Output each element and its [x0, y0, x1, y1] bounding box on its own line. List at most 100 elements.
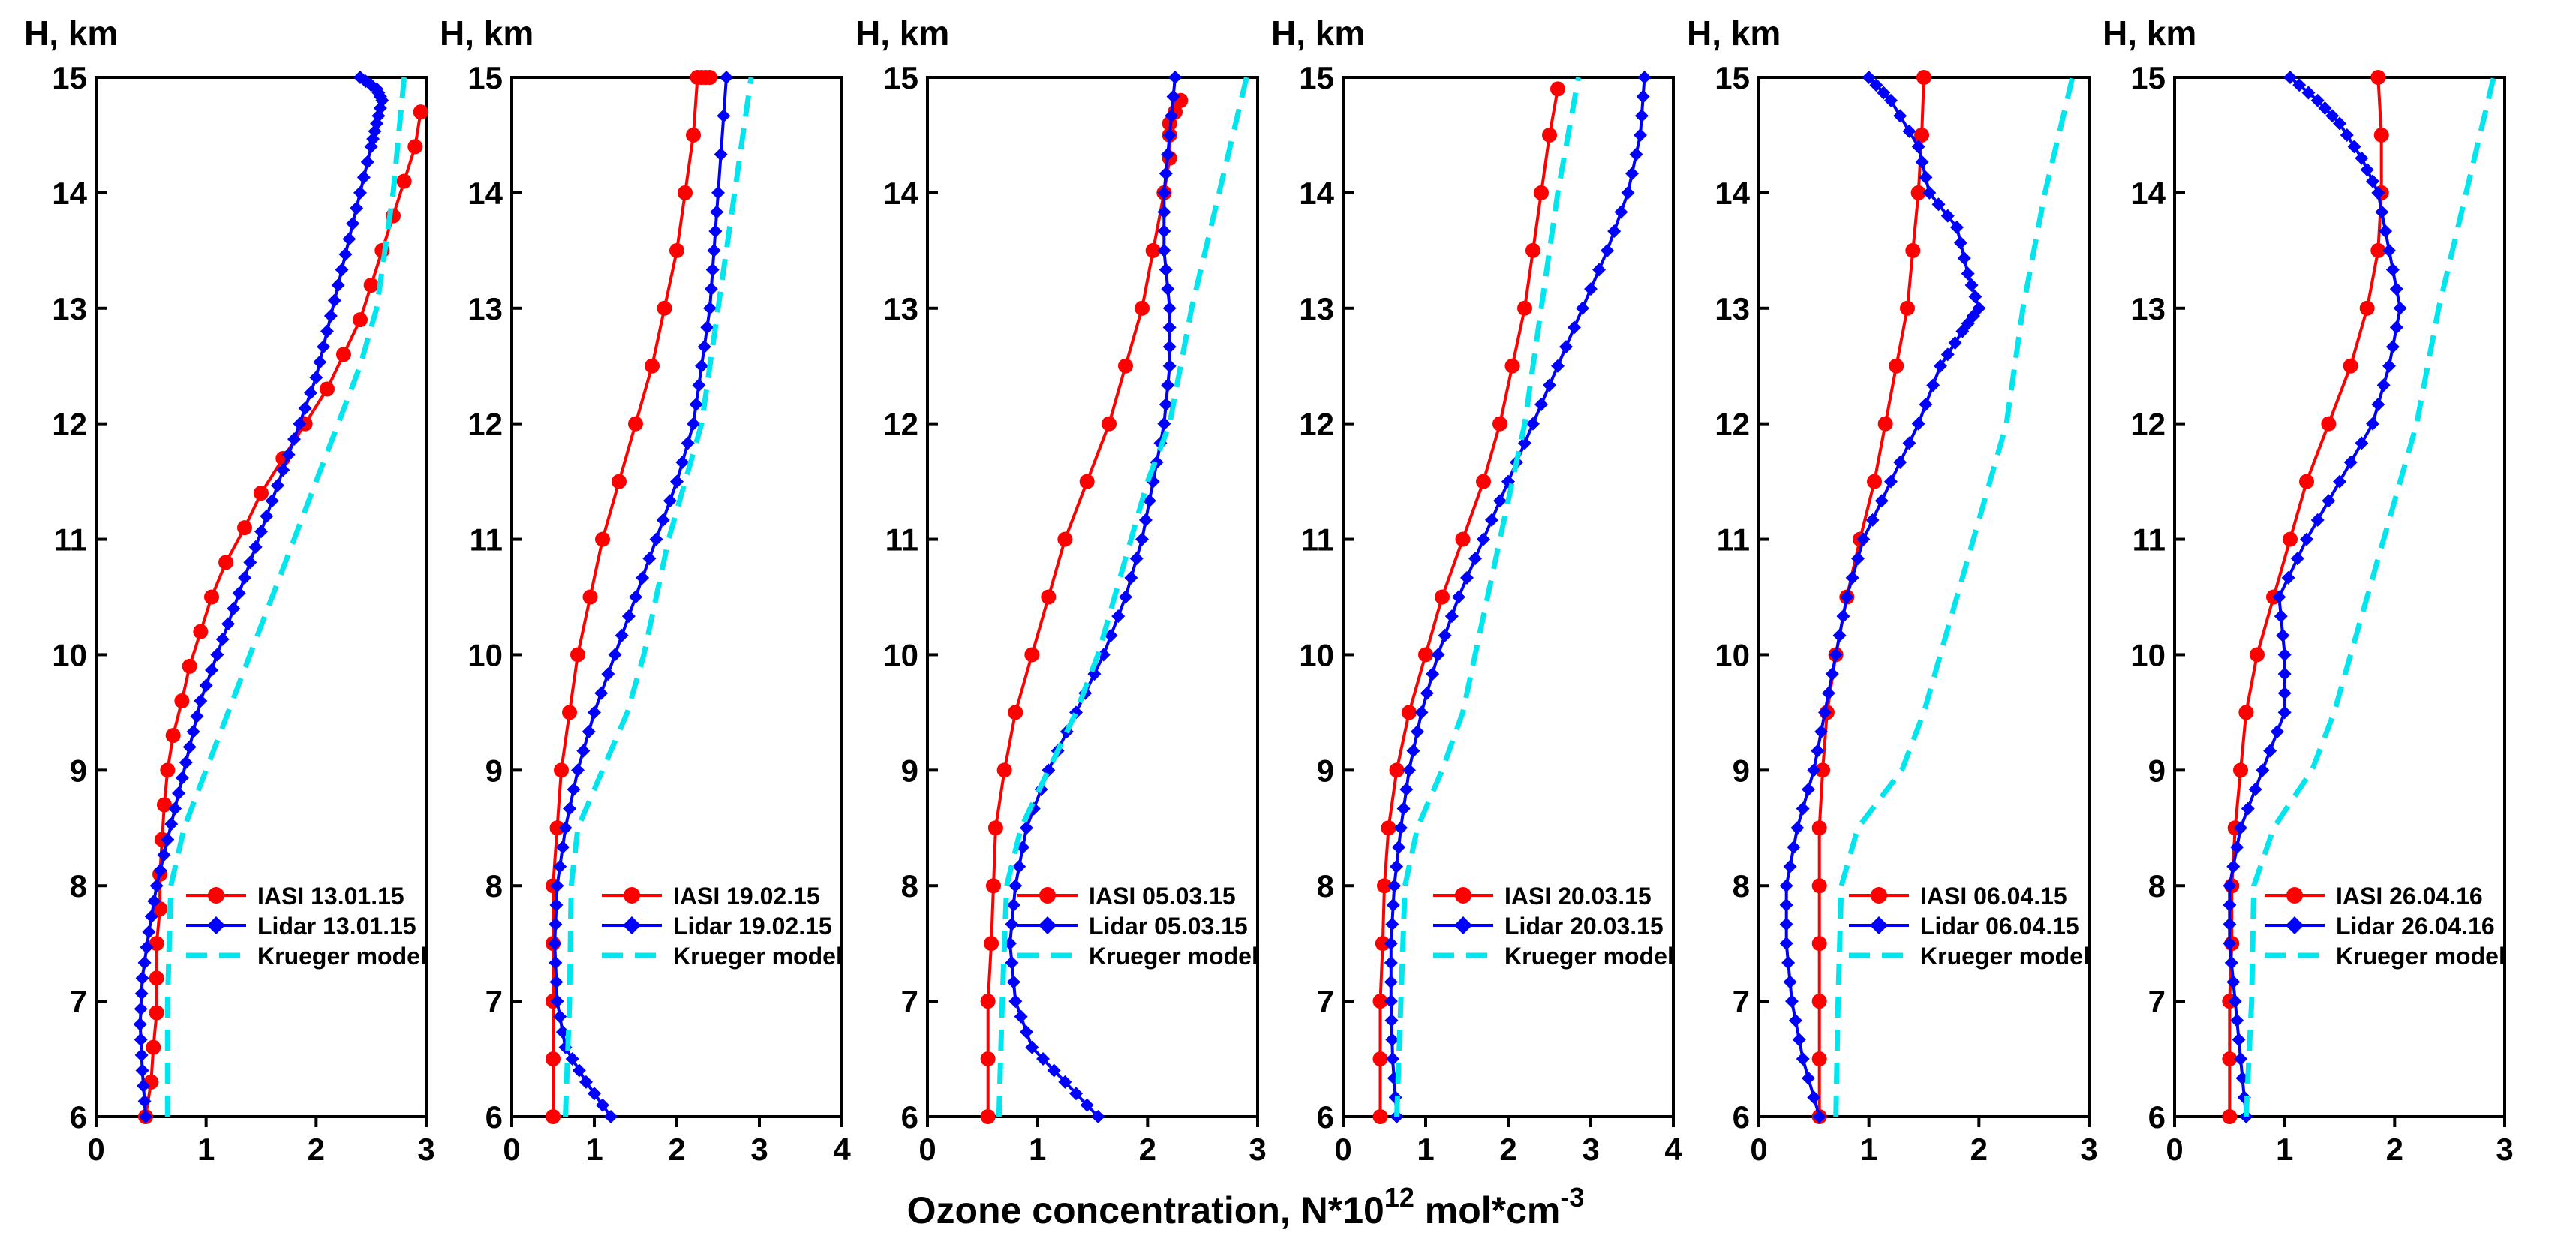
- y-tick-label: 12: [1715, 407, 1750, 442]
- series-lidar-06-04-15: [1779, 71, 1986, 1123]
- data-point: [986, 878, 1001, 894]
- data-point: [1020, 821, 1033, 835]
- y-tick-label: 7: [70, 984, 87, 1019]
- data-point: [2223, 937, 2237, 951]
- data-point: [1162, 128, 1177, 142]
- data-point: [2371, 398, 2385, 412]
- data-point: [1372, 1109, 1388, 1124]
- y-tick-label: 13: [2130, 291, 2166, 326]
- data-point: [576, 744, 591, 758]
- data-point: [670, 474, 684, 489]
- x-tick-label: 0: [1334, 1132, 1351, 1167]
- data-point: [1637, 71, 1652, 84]
- data-point: [686, 127, 701, 143]
- data-point: [1145, 242, 1161, 258]
- data-point: [1865, 513, 1880, 527]
- data-point: [139, 1110, 152, 1123]
- y-tick-label: 14: [52, 176, 87, 211]
- data-point: [1869, 78, 1883, 92]
- y-tick-label: 12: [2130, 407, 2166, 442]
- data-point: [657, 300, 672, 316]
- data-point: [293, 417, 307, 431]
- y-axis-title: H, km: [440, 14, 534, 53]
- data-point: [2274, 609, 2288, 624]
- data-point: [695, 359, 708, 373]
- data-point: [675, 455, 690, 469]
- y-tick-label: 6: [1733, 1099, 1750, 1135]
- data-point: [1006, 898, 1020, 912]
- data-point: [692, 378, 706, 392]
- data-point: [2292, 78, 2307, 92]
- data-point: [567, 782, 581, 796]
- data-point: [2232, 1033, 2246, 1047]
- x-tick-label: 1: [1029, 1132, 1046, 1167]
- data-point: [174, 693, 190, 708]
- data-point: [194, 694, 208, 708]
- data-point: [165, 728, 181, 744]
- data-point: [549, 975, 564, 989]
- data-point: [1080, 1098, 1094, 1112]
- data-point: [1783, 975, 1797, 989]
- data-point: [1079, 474, 1095, 489]
- series-line: [1394, 77, 1581, 1117]
- legend-marker: [623, 916, 641, 934]
- data-point: [2290, 552, 2304, 566]
- data-point: [1493, 494, 1507, 508]
- data-point: [1919, 398, 1933, 412]
- data-point: [1384, 955, 1398, 970]
- data-point: [1893, 455, 1907, 469]
- data-point: [2223, 917, 2237, 931]
- data-point: [720, 71, 733, 84]
- data-point: [1386, 1052, 1399, 1066]
- data-point: [1159, 167, 1173, 181]
- data-point: [1157, 224, 1171, 239]
- y-tick-label: 8: [70, 868, 87, 904]
- data-point: [1576, 301, 1589, 315]
- data-point: [1900, 300, 1915, 316]
- data-point: [1821, 686, 1835, 700]
- data-point: [1414, 705, 1429, 720]
- data-point: [1129, 552, 1144, 566]
- y-tick-label: 9: [70, 753, 87, 788]
- data-point: [1625, 167, 1639, 181]
- data-point: [1418, 647, 1433, 663]
- data-point: [1058, 1075, 1072, 1089]
- y-tick-label: 6: [70, 1099, 87, 1135]
- data-point: [164, 817, 179, 832]
- data-point: [1161, 147, 1175, 161]
- data-point: [1621, 185, 1635, 200]
- data-point: [2366, 174, 2379, 188]
- data-point: [1802, 782, 1815, 796]
- data-point: [1790, 821, 1805, 835]
- data-point: [2370, 70, 2386, 85]
- data-point: [548, 937, 562, 951]
- data-point: [320, 324, 334, 338]
- data-point: [549, 898, 564, 912]
- data-point: [2325, 109, 2340, 123]
- data-point: [1811, 744, 1825, 758]
- data-point: [1402, 705, 1417, 720]
- series-lidar-19-02-15: [548, 71, 733, 1123]
- data-point: [1420, 686, 1434, 700]
- data-point: [571, 763, 585, 777]
- data-point: [1796, 1052, 1810, 1066]
- data-point: [1435, 589, 1450, 605]
- data-point: [1162, 359, 1177, 373]
- x-tick-label: 3: [2080, 1132, 2097, 1167]
- x-axis-title-unit-exponent: -3: [1560, 1182, 1584, 1213]
- data-point: [221, 617, 235, 631]
- data-point: [146, 1039, 161, 1055]
- data-point: [1118, 358, 1133, 374]
- data-point: [1815, 762, 1831, 778]
- data-point: [353, 185, 367, 200]
- data-point: [689, 398, 703, 412]
- data-point: [243, 555, 257, 570]
- y-tick-label: 15: [2130, 60, 2166, 95]
- x-tick-label: 4: [1664, 1132, 1682, 1167]
- x-tick-label: 3: [2496, 1132, 2513, 1167]
